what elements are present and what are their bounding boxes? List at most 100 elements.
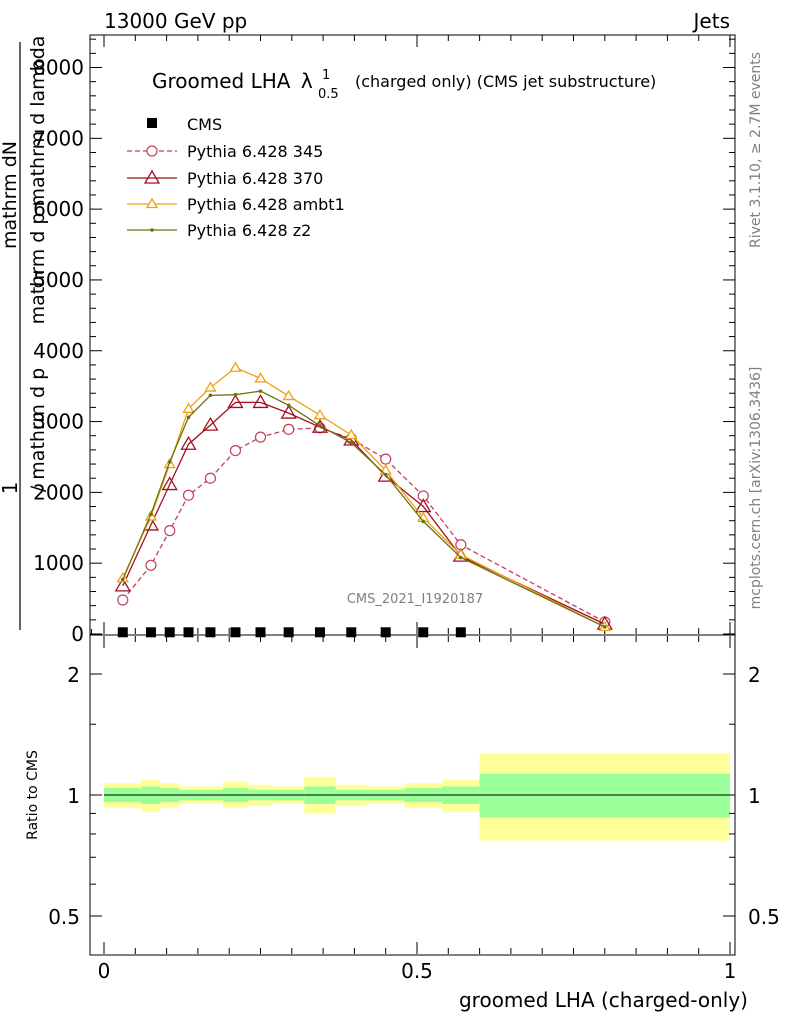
legend-entry: Pythia 6.428 345: [127, 142, 323, 161]
p370-point: [114, 577, 131, 592]
z2-point: [167, 460, 172, 464]
z2-point: [318, 424, 322, 428]
p370-point: [415, 498, 432, 513]
x-tick-label: 0: [98, 959, 111, 983]
x-tick-label: 0.5: [401, 959, 433, 983]
p345-point: [145, 559, 157, 571]
p345-point: [204, 472, 217, 484]
ambt1-point: [345, 428, 358, 440]
y-tick-label: 1000: [33, 551, 84, 575]
y-tick-label: 3000: [33, 410, 84, 434]
main-y-label: 1 mathrm dN mathrm d p mathrm d lambda /…: [0, 36, 49, 630]
series-line: [122, 401, 606, 625]
ratio-y-tick-label-right: 1: [748, 784, 761, 808]
ambt1-point: [204, 381, 217, 392]
legend: CMS Pythia 6.428 345 Pythia 6.428 370 Pythi…: [127, 115, 345, 240]
p345-point: [146, 145, 158, 157]
p370-point: [311, 418, 329, 433]
ambt1-point: [282, 389, 295, 401]
ambt1-point: [254, 372, 267, 383]
ylabel-num-right: mathrm dN: [0, 141, 21, 249]
x-tick-label: 1: [724, 959, 737, 983]
x-axis-label: groomed LHA (charged-only): [459, 988, 748, 1012]
y-tick-label: 5000: [33, 268, 84, 292]
z2-point: [349, 441, 354, 445]
z2-point: [459, 555, 463, 560]
ratio-bands: [104, 753, 730, 841]
ylabel-one: 1: [0, 482, 22, 495]
p370-point: [202, 416, 219, 431]
p370-point: [252, 394, 269, 409]
mcplots-text: mcplots.cern.ch [arXiv:1306.3436]: [748, 367, 764, 610]
ratio-y-tick-label: 1: [67, 784, 80, 808]
legend-label: Pythia 6.428 ambt1: [187, 195, 345, 214]
header-energy: 13000 GeV pp: [104, 9, 247, 33]
p345-point: [254, 431, 267, 443]
cms-data-point: [117, 627, 128, 638]
cms-data-point: [255, 627, 266, 638]
main-axes: 0 1000 2000 3000 4000 5000 6000 7000 8000: [33, 35, 735, 646]
legend-entry: Pythia 6.428 ambt1: [127, 195, 345, 214]
legend-label: Pythia 6.428 z2: [187, 221, 311, 240]
z2-point: [603, 625, 607, 629]
legend-entry: CMS: [147, 115, 222, 134]
z2-point: [120, 577, 125, 582]
p345-point: [164, 525, 176, 537]
z2-point: [186, 415, 191, 420]
cms-data-point: [164, 627, 175, 638]
series-pythia-6-428-z2: [120, 389, 607, 629]
y-tick-label: 8000: [33, 56, 84, 80]
z2-point: [286, 403, 291, 408]
y-tick-label: 2000: [33, 480, 84, 504]
cms-data-point: [230, 627, 241, 638]
ratio-y-tick-label-right: 0.5: [748, 905, 780, 929]
p345-point: [117, 594, 129, 606]
cms-data-point: [380, 627, 391, 638]
ylabel-den-right: mathrm d p mathrm d lambda: [27, 36, 49, 325]
z2-point: [383, 472, 388, 477]
ratio-axes: 0.5 0.5 1 1 2 2 0 0.5 1: [48, 636, 780, 983]
cms-data-point: [183, 627, 194, 638]
p370-point: [161, 476, 178, 491]
title-sub: 0.5: [318, 87, 339, 102]
cms-data-point: [145, 627, 156, 638]
p345-point: [380, 453, 392, 465]
p345-point: [182, 489, 195, 501]
ratio-y-tick-label-right: 2: [748, 663, 761, 687]
plot-title: Groomed LHA λ 1 0.5 (charged only) (CMS …: [152, 68, 656, 102]
p345-point: [417, 490, 429, 502]
p370-point: [143, 169, 161, 184]
cms-data-point: [455, 627, 466, 638]
legend-entry: Pythia 6.428 z2: [127, 221, 311, 240]
ratio-y-tick-label: 0.5: [48, 905, 80, 929]
analysis-watermark: CMS_2021_I1920187: [347, 592, 483, 607]
series-line: [122, 427, 606, 623]
ambt1-point: [116, 571, 129, 583]
series-layer: [114, 361, 613, 638]
cms-data-point: [314, 627, 325, 638]
p345-point: [229, 444, 242, 457]
p370-point: [180, 435, 197, 450]
p345-point: [283, 423, 295, 435]
y-tick-label: 0: [71, 622, 84, 646]
ambt1-point: [313, 408, 327, 420]
legend-label: Pythia 6.428 370: [187, 169, 323, 188]
z2-point: [208, 393, 213, 398]
svg-text:Groomed LHA λ: Groomed LHA λ: [152, 69, 313, 93]
title-main: Groomed LHA: [152, 69, 291, 93]
p370-point: [280, 404, 297, 419]
z2-point: [233, 392, 238, 397]
title-sup: 1: [322, 68, 330, 83]
title-lambda: λ: [301, 69, 313, 93]
legend-label: Pythia 6.428 345: [187, 142, 323, 161]
legend-label: CMS: [187, 115, 222, 134]
ambt1-point: [229, 361, 242, 372]
series-line: [122, 390, 606, 628]
cms-data-point: [147, 118, 157, 128]
series-cms: [117, 627, 466, 638]
z2-point: [149, 512, 153, 517]
ambt1-point: [145, 197, 159, 209]
ratio-y-tick-label: 2: [67, 663, 80, 687]
series-line: [122, 366, 606, 628]
